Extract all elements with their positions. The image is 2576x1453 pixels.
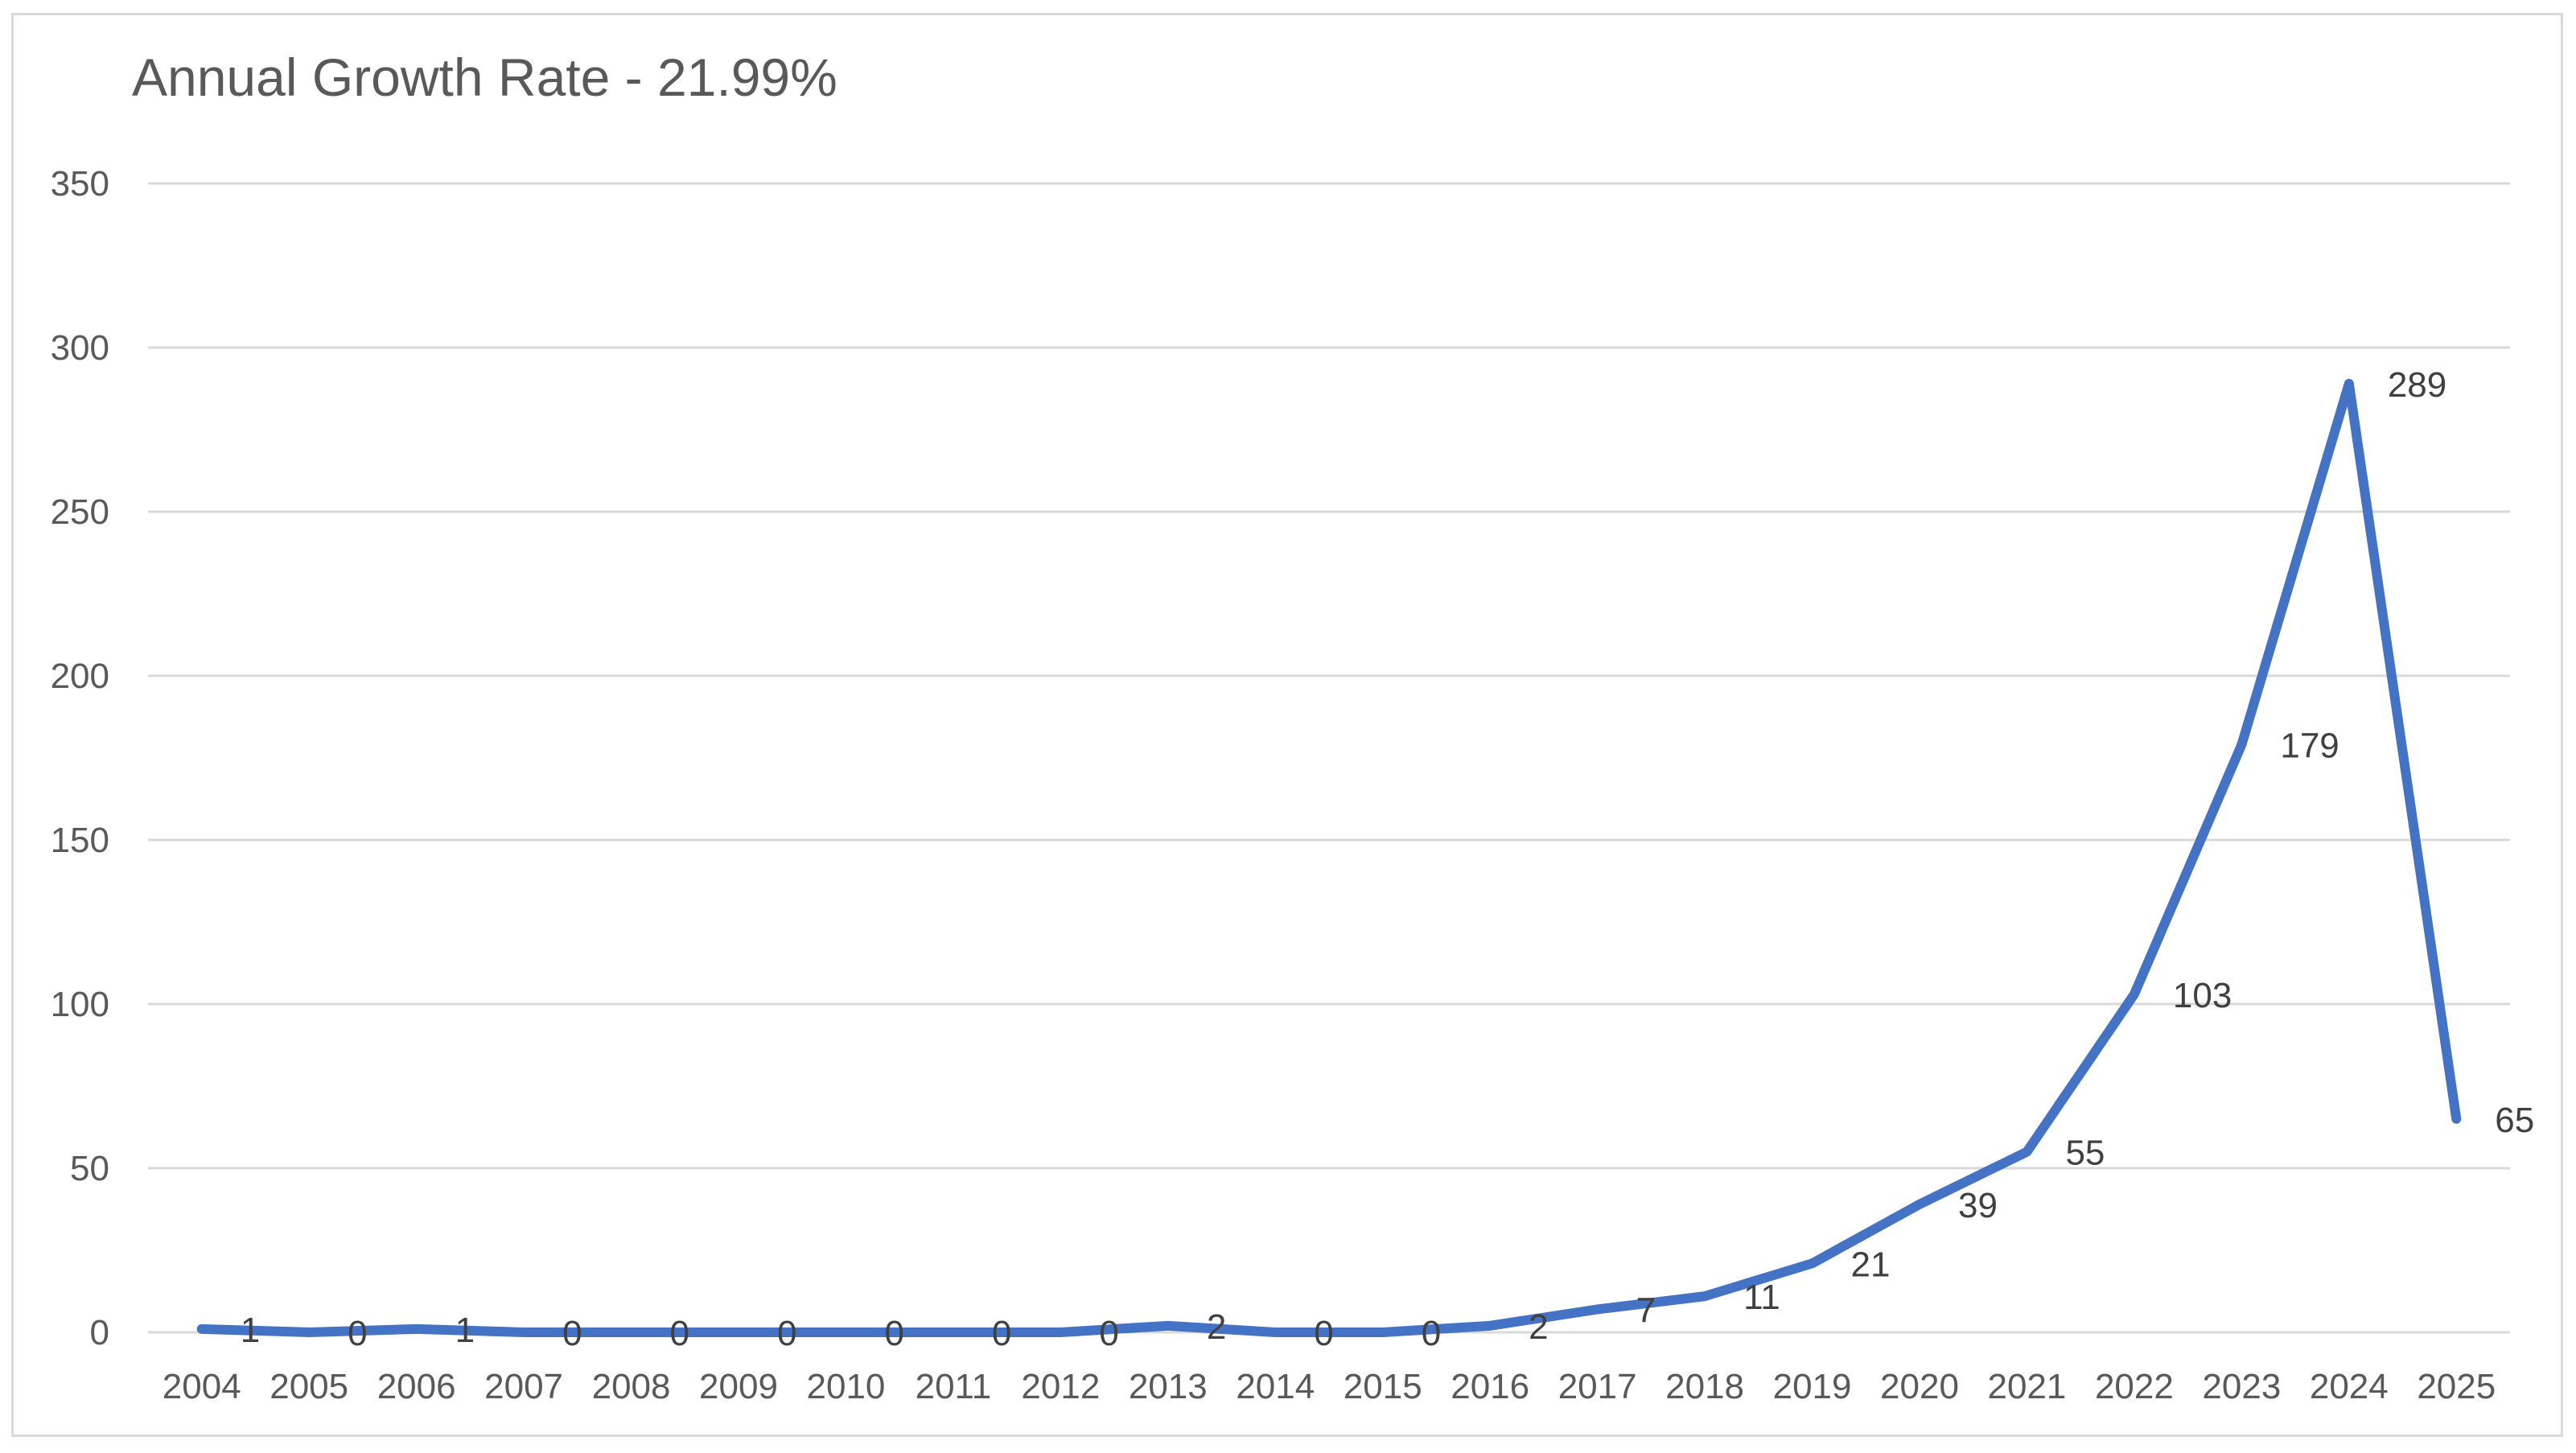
data-label: 289 <box>2388 365 2446 405</box>
data-point <box>2455 1118 2458 1120</box>
x-axis-tick-labels: 2004 2005 2006 2007 2008 2009 2010 2011 2012 2013… <box>163 1367 2496 1406</box>
data-label: 2 <box>1529 1307 1548 1347</box>
x-tick-label: 2020 <box>1880 1367 1959 1406</box>
data-label: 0 <box>1314 1314 1333 1353</box>
data-point <box>1919 1203 1920 1205</box>
x-tick-label: 2004 <box>163 1367 241 1406</box>
data-label: 0 <box>562 1314 582 1353</box>
data-label: 1 <box>455 1311 475 1350</box>
data-label: 65 <box>2495 1101 2534 1140</box>
data-label: 0 <box>670 1314 689 1353</box>
y-tick-label: 200 <box>51 657 109 696</box>
y-tick-label: 0 <box>90 1313 109 1352</box>
x-tick-label: 2013 <box>1129 1367 1208 1406</box>
x-tick-label: 2009 <box>699 1367 778 1406</box>
x-tick-label: 2023 <box>2202 1367 2281 1406</box>
data-point <box>200 1327 203 1330</box>
x-tick-label: 2016 <box>1451 1367 1529 1406</box>
data-label: 2 <box>1207 1307 1226 1347</box>
data-label: 11 <box>1743 1278 1780 1317</box>
series-layer <box>196 378 2462 1337</box>
data-label: 0 <box>1422 1314 1441 1353</box>
data-point <box>415 1327 418 1330</box>
y-tick-label: 50 <box>70 1149 109 1188</box>
x-tick-label: 2005 <box>270 1367 348 1406</box>
x-tick-label: 2022 <box>2095 1367 2174 1406</box>
x-tick-label: 2017 <box>1558 1367 1637 1406</box>
data-point <box>2241 743 2243 746</box>
y-tick-label: 300 <box>51 328 109 368</box>
x-tick-label: 2007 <box>484 1367 563 1406</box>
data-label: 179 <box>2280 726 2339 766</box>
data-point <box>952 1332 954 1333</box>
chart-title: Annual Growth Rate - 21.99% <box>132 47 837 107</box>
data-label: 21 <box>1851 1245 1891 1284</box>
data-label: 0 <box>1099 1314 1118 1353</box>
x-tick-label: 2010 <box>807 1367 886 1406</box>
data-label: 0 <box>348 1314 367 1353</box>
data-point <box>1060 1332 1062 1333</box>
data-point <box>1704 1295 1706 1298</box>
x-tick-label: 2025 <box>2417 1367 2496 1406</box>
data-point <box>1381 1332 1384 1333</box>
data-label: 0 <box>884 1314 903 1353</box>
x-tick-label: 2021 <box>1988 1367 2067 1406</box>
data-point <box>308 1332 311 1333</box>
gridlines <box>148 182 2510 1334</box>
data-point <box>845 1332 847 1333</box>
x-tick-label: 2024 <box>2310 1367 2389 1406</box>
y-tick-label: 250 <box>51 492 109 532</box>
data-point <box>630 1332 632 1333</box>
x-tick-label: 2011 <box>916 1367 992 1406</box>
x-tick-label: 2018 <box>1665 1367 1744 1406</box>
data-point <box>1596 1308 1599 1311</box>
x-tick-label: 2012 <box>1021 1367 1100 1406</box>
y-tick-label: 100 <box>51 985 109 1024</box>
data-label: 0 <box>992 1314 1011 1353</box>
data-label: 7 <box>1636 1290 1656 1330</box>
y-axis-tick-labels: 0 50 100 150 200 250 300 350 <box>51 164 109 1352</box>
x-tick-label: 2014 <box>1236 1367 1315 1406</box>
data-point <box>2348 382 2350 385</box>
data-label: 39 <box>1958 1186 1998 1225</box>
data-label: 0 <box>777 1314 796 1353</box>
data-point <box>2026 1150 2028 1153</box>
data-point <box>2133 993 2135 995</box>
data-point <box>738 1332 739 1333</box>
data-point <box>1811 1262 1813 1265</box>
data-label: 1 <box>241 1311 260 1350</box>
x-tick-label: 2006 <box>377 1367 456 1406</box>
y-tick-label: 150 <box>51 821 109 860</box>
chart-frame <box>11 13 2563 1437</box>
x-tick-label: 2015 <box>1344 1367 1422 1406</box>
x-tick-label: 2008 <box>592 1367 671 1406</box>
data-point <box>1274 1332 1277 1333</box>
data-label: 55 <box>2065 1134 2105 1173</box>
data-point <box>523 1332 525 1333</box>
data-label: 103 <box>2173 976 2232 1015</box>
data-labels: 1 0 1 0 0 0 0 0 0 2 0 0 2 7 11 21 39 55 103 179 289 65 <box>241 365 2534 1353</box>
series-line-0 <box>196 378 2462 1337</box>
y-tick-label: 350 <box>51 164 109 204</box>
x-tick-label: 2019 <box>1773 1367 1852 1406</box>
data-point <box>1167 1324 1169 1327</box>
data-point <box>1489 1324 1492 1327</box>
